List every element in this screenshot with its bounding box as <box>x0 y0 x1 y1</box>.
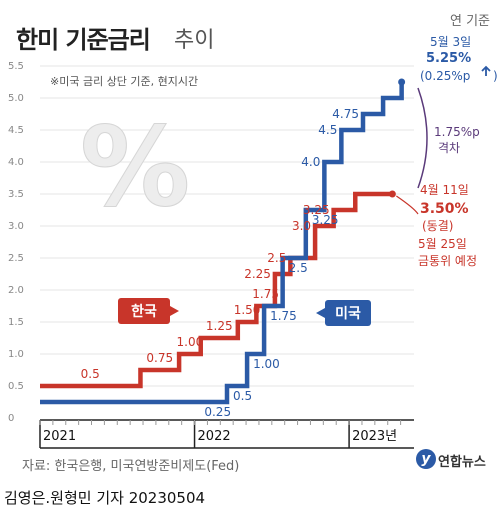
korea-rate-label: 1.00 <box>177 335 204 349</box>
korea-rate-label: 2.25 <box>244 267 271 281</box>
up-arrow-icon <box>481 65 491 76</box>
us-end-marker <box>398 78 406 86</box>
publisher-logo: y 연합뉴스 <box>416 449 498 471</box>
logo-text: 연합뉴스 <box>438 455 486 470</box>
us-rate-label: 1.75 <box>270 309 297 323</box>
korea-rate-label: 0.75 <box>146 351 173 365</box>
svg-text:한국: 한국 <box>131 304 157 320</box>
korea-latest-status: (동결) <box>422 219 453 233</box>
us-latest-change: (0.25%p <box>420 69 470 83</box>
korea-next-event: 금통위 예정 <box>418 254 477 268</box>
y-tick-label: 5.0 <box>8 93 24 104</box>
x-tick-label: 2023년 <box>352 429 397 444</box>
unit-note: 연 기준 <box>449 14 490 29</box>
y-tick-label: 3.5 <box>8 189 24 200</box>
us-rate-label: 3.25 <box>312 213 339 227</box>
korea-rate-label: 2.5 <box>267 251 286 265</box>
svg-text:미국: 미국 <box>335 306 361 322</box>
y-tick-label: 2.0 <box>8 285 24 296</box>
chart-subtitle: ※미국 금리 상단 기준, 현지시간 <box>50 75 198 88</box>
korea-rate-label: 0.5 <box>81 367 100 381</box>
byline: 김영은.원형민 기자 20230504 <box>4 489 206 507</box>
korea-callout-line <box>396 195 419 215</box>
us-legend-tag: 미국 <box>316 300 371 326</box>
us-rate-label: 0.25 <box>204 405 231 419</box>
korea-end-marker <box>388 190 396 198</box>
y-tick-label: 1.0 <box>8 349 24 360</box>
logo-mark-icon: y <box>416 449 436 469</box>
us-rate-label: 4.75 <box>332 107 359 121</box>
percent-watermark-icon: % <box>80 103 190 231</box>
us-rate-label: 0.5 <box>233 389 252 403</box>
korea-rate-label: 1.75 <box>252 287 279 301</box>
us-rate-label: 2.5 <box>289 261 308 275</box>
y-tick-label: 4.5 <box>8 125 24 136</box>
korea-next-date: 5월 25일 <box>418 237 467 251</box>
y-tick-label: 2.5 <box>8 253 24 264</box>
us-rate-label: 1.00 <box>253 357 280 371</box>
korea-rate-label: 3.0 <box>292 219 311 233</box>
double-arrow-icon <box>417 87 428 189</box>
us-rate-line <box>40 82 404 405</box>
us-change-paren: ) <box>493 69 498 83</box>
y-tick-label: 1.5 <box>8 317 24 328</box>
korea-latest-date: 4월 11일 <box>420 183 469 197</box>
us-rate-label: 4.5 <box>318 123 337 137</box>
y-tick-label: 3.0 <box>8 221 24 232</box>
korea-rate-label: 3.25 <box>303 203 330 217</box>
korea-rate-label: 1.50 <box>234 303 261 317</box>
korea-legend-tag: 한국 <box>118 298 179 324</box>
gap-label: 격차 <box>438 141 460 155</box>
y-tick-label: 5.5 <box>8 61 24 72</box>
source-note: 자료: 한국은행, 미국연방준비제도(Fed) <box>22 459 240 474</box>
korea-latest-rate: 3.50% <box>420 201 469 217</box>
gap-value: 1.75%p <box>434 125 480 139</box>
chart-title-suffix: 추이 <box>174 28 215 53</box>
chart-title: 한미 기준금리 <box>16 26 151 54</box>
x-tick-label: 2022 <box>198 429 231 444</box>
us-latest-date: 5월 3일 <box>430 35 471 49</box>
x-tick-label: 2021 <box>43 429 76 444</box>
y-tick-label: 0.5 <box>8 381 24 392</box>
korea-rate-label: 1.25 <box>206 319 233 333</box>
y-tick-label: 0 <box>8 413 14 424</box>
y-tick-label: 4.0 <box>8 157 24 168</box>
us-rate-label: 4.0 <box>301 155 320 169</box>
us-latest-rate: 5.25% <box>426 51 471 66</box>
